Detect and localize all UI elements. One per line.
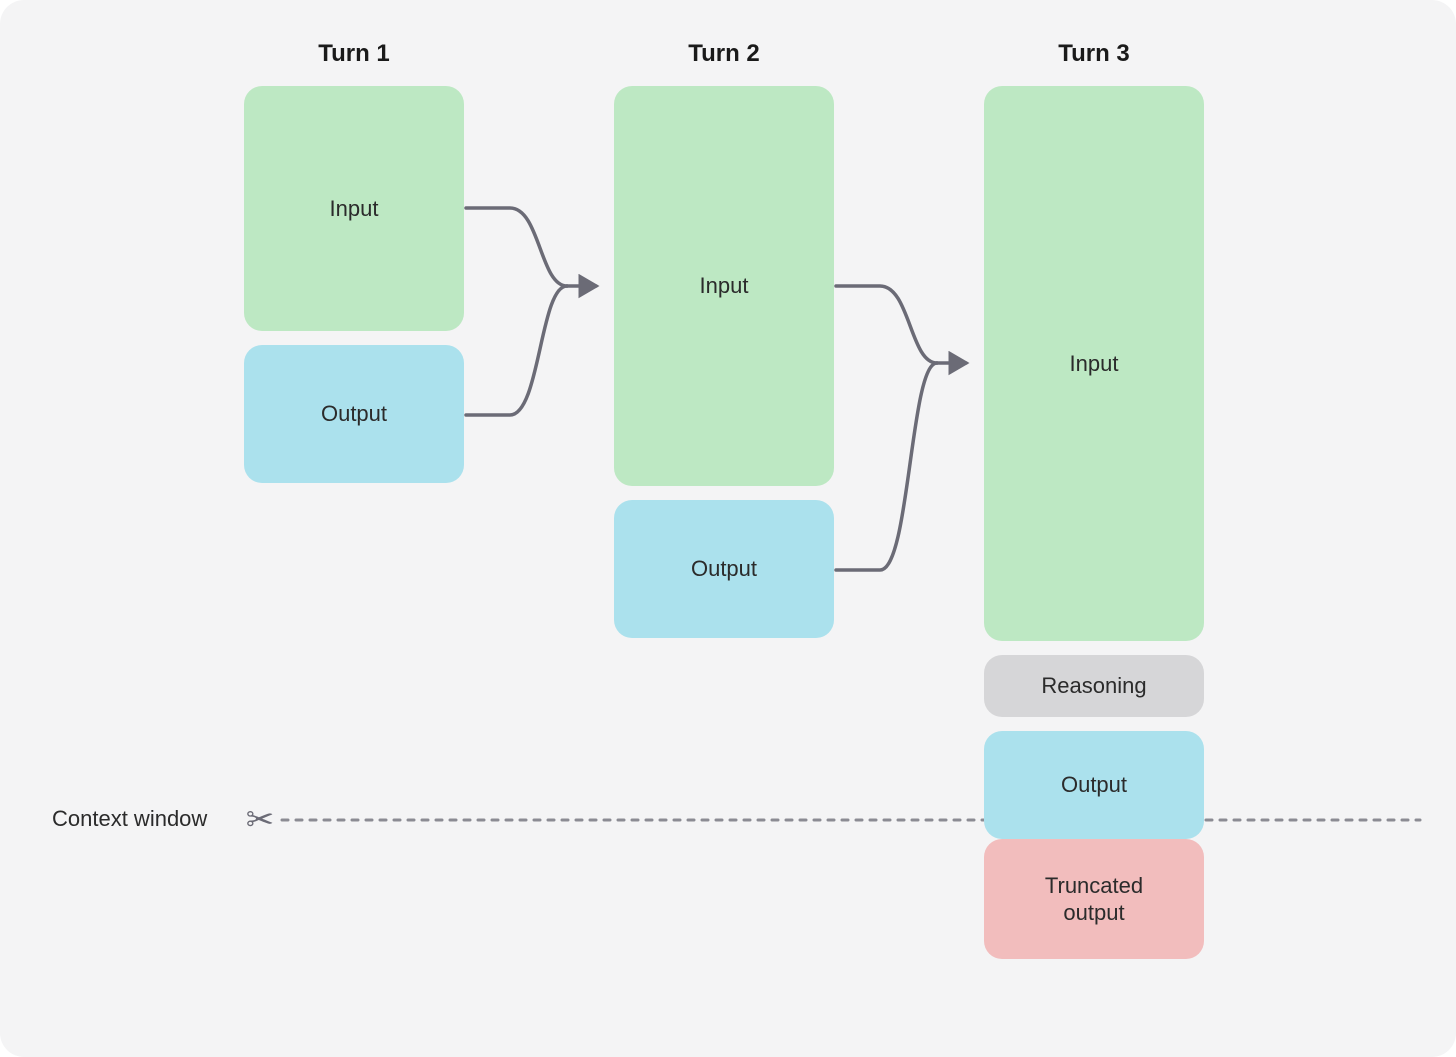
turn-title: Turn 1 — [318, 40, 390, 68]
scissors-icon: ✂ — [246, 800, 275, 840]
context-window-label: Context window — [52, 806, 207, 832]
t1-input-box: Input — [244, 86, 464, 331]
diagram-canvas: Turn 1 Turn 2 Turn 3 Input Output Input Output… — [0, 0, 1456, 1057]
t3-reasoning-box: Reasoning — [984, 655, 1204, 717]
t3-truncated-box: Truncatedoutput — [984, 839, 1204, 959]
t2-output-box: Output — [614, 500, 834, 638]
turn-title: Turn 2 — [688, 40, 760, 68]
t2-input-box: Input — [614, 86, 834, 486]
turn-title: Turn 3 — [1058, 40, 1130, 68]
t3-input-box: Input — [984, 86, 1204, 641]
t3-output-box: Output — [984, 731, 1204, 839]
t1-output-box: Output — [244, 345, 464, 483]
